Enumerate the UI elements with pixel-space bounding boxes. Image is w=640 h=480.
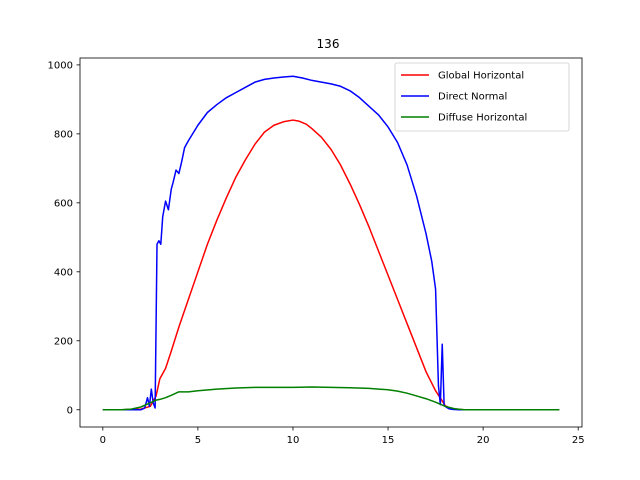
series-layer [102,75,560,411]
y-tick-label: 1000 [48,60,73,71]
series-line-1 [102,75,560,411]
series-line-2 [102,386,560,411]
y-tick-label: 600 [54,198,73,209]
legend-label-1: Direct Normal [438,92,507,103]
series-line-0 [102,119,560,411]
y-tick-label: 400 [54,267,73,278]
y-tick-label: 200 [54,336,73,347]
legend-box [394,62,570,132]
axes: 0 5 10 15 20 25 0 200 400 600 800 1000 [48,57,585,446]
legend-label-2: Diffuse Horizontal [438,113,527,124]
y-tick-label: 800 [54,129,73,140]
x-tick-label: 0 [100,435,106,446]
x-tick-label: 20 [477,435,490,446]
x-tick-label: 10 [287,435,300,446]
legend-label-0: Global Horizontal [438,71,524,82]
y-tick-label: 0 [67,405,73,416]
plot-frame [79,57,583,428]
x-tick-label: 15 [382,435,395,446]
legend: Global Horizontal Direct Normal Diffuse Ho… [394,62,570,132]
x-tick-label: 5 [195,435,201,446]
x-tick-label: 25 [572,435,585,446]
chart-title: 136 [317,37,340,51]
